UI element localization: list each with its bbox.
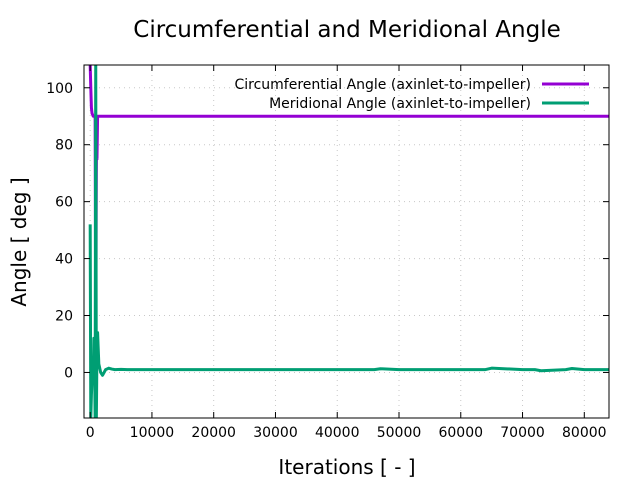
x-tick-label: 40000 [315, 425, 360, 441]
y-tick-label: 80 [55, 138, 73, 154]
y-tick-label: 40 [55, 252, 73, 268]
axis-ticks: 0 10000 20000 30000 40000 50000 60000 70000 8000… [46, 65, 609, 441]
legend: Circumferential Angle (axinlet-to-impell… [234, 77, 589, 112]
legend-label-1: Circumferential Angle (axinlet-to-impell… [234, 77, 531, 93]
x-tick-label: 20000 [191, 425, 236, 441]
legend-label-2: Meridional Angle (axinlet-to-impeller) [269, 96, 531, 112]
series-line-1 [88, 65, 609, 346]
x-tick-label: 10000 [130, 425, 175, 441]
x-tick-label: 50000 [377, 425, 422, 441]
x-axis-label: Iterations [ - ] [278, 455, 415, 479]
x-tick-label: 60000 [438, 425, 483, 441]
plot-frame [83, 64, 610, 419]
y-tick-label: 0 [64, 365, 73, 381]
x-tick-label: 30000 [253, 425, 298, 441]
x-tick-label: 0 [86, 425, 95, 441]
y-axis-label: Angle [ deg ] [7, 177, 31, 306]
chart-title: Circumferential and Meridional Angle [133, 17, 560, 43]
y-tick-label: 60 [55, 195, 73, 211]
grid [84, 65, 609, 418]
y-tick-label: 100 [46, 81, 73, 97]
series-line-2 [88, 65, 609, 418]
y-tick-label: 20 [55, 309, 73, 325]
x-tick-label: 70000 [500, 425, 545, 441]
x-tick-label: 80000 [562, 425, 607, 441]
plot-lines [88, 65, 609, 418]
